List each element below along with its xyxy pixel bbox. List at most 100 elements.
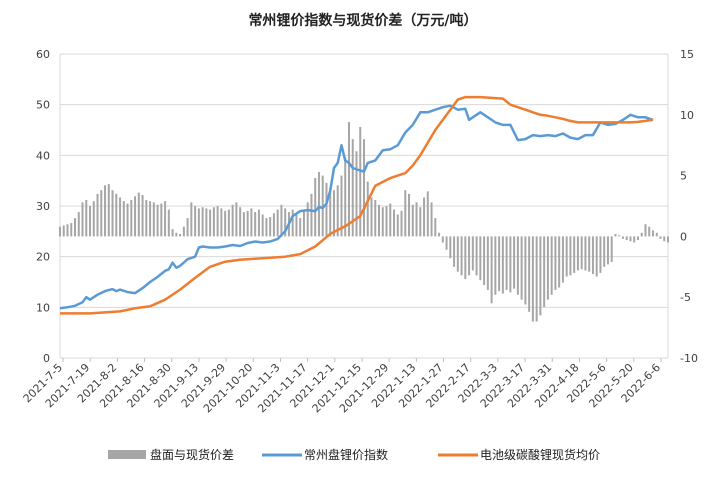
spread-bar bbox=[524, 236, 527, 305]
spread-bar bbox=[351, 139, 354, 237]
y-left-tick-label: 60 bbox=[36, 48, 50, 61]
spread-bar bbox=[329, 187, 332, 237]
spread-bar bbox=[314, 178, 317, 237]
spread-bar bbox=[81, 202, 84, 237]
spread-bar bbox=[393, 209, 396, 237]
spread-bar bbox=[528, 236, 531, 312]
spread-bar bbox=[561, 236, 564, 283]
spread-bar bbox=[640, 232, 643, 237]
y-left-tick-label: 50 bbox=[36, 99, 50, 112]
spread-bar bbox=[205, 208, 208, 237]
spread-bar bbox=[580, 236, 583, 270]
spread-bar bbox=[667, 236, 669, 243]
spread-bar bbox=[291, 209, 294, 237]
spread-bar bbox=[134, 196, 137, 237]
spread-bar bbox=[588, 236, 591, 272]
spread-bar bbox=[535, 236, 538, 322]
spread-bar bbox=[513, 236, 516, 289]
y-right-tick-label: -10 bbox=[680, 352, 698, 365]
spread-bar bbox=[426, 191, 429, 237]
y-right-tick-label: 5 bbox=[680, 170, 687, 183]
bar-layer bbox=[59, 122, 669, 322]
spread-bar bbox=[194, 206, 197, 237]
y-right-tick-label: 15 bbox=[680, 48, 694, 61]
spread-bar bbox=[445, 236, 448, 250]
spread-bar bbox=[66, 224, 69, 237]
y-left-tick-label: 30 bbox=[36, 200, 50, 213]
spread-bar bbox=[92, 201, 95, 237]
y-left-tick-label: 40 bbox=[36, 149, 50, 162]
spread-bar bbox=[648, 226, 651, 237]
spread-bar bbox=[96, 193, 99, 237]
legend-label: 常州盘锂价指数 bbox=[304, 447, 388, 462]
spread-bar bbox=[261, 214, 264, 237]
spread-bar bbox=[366, 181, 369, 237]
spread-bar bbox=[374, 199, 377, 237]
spread-bar bbox=[603, 236, 606, 267]
spread-bar bbox=[595, 236, 598, 277]
spread-bar bbox=[164, 201, 167, 237]
spread-bar bbox=[378, 204, 381, 237]
spread-bar bbox=[554, 236, 557, 290]
legend-label: 盘面与现货价差 bbox=[150, 447, 234, 462]
spread-bar bbox=[471, 236, 474, 271]
y-left-tick-label: 20 bbox=[36, 251, 50, 264]
spread-bar bbox=[636, 236, 639, 241]
spread-bar bbox=[167, 209, 170, 237]
spread-bar bbox=[310, 193, 313, 237]
spread-bar bbox=[569, 236, 572, 276]
spread-bar bbox=[119, 197, 122, 237]
spread-bar bbox=[441, 236, 444, 243]
spread-bar bbox=[149, 201, 152, 237]
spread-bar bbox=[269, 216, 272, 237]
spread-bar bbox=[239, 207, 242, 237]
spread-bar bbox=[104, 185, 107, 237]
spread-bar bbox=[344, 157, 347, 237]
spread-bar bbox=[389, 203, 392, 237]
spread-bar bbox=[468, 236, 471, 276]
spread-bar bbox=[355, 151, 358, 237]
spread-bar bbox=[254, 212, 257, 237]
spread-bar bbox=[449, 236, 452, 259]
series-line bbox=[60, 95, 654, 315]
spread-bar bbox=[629, 236, 632, 242]
spread-bar bbox=[126, 203, 129, 237]
spread-bar bbox=[246, 210, 249, 237]
spread-bar bbox=[227, 209, 230, 237]
spread-bar bbox=[363, 139, 365, 237]
spread-bar bbox=[160, 203, 163, 237]
y-right-tick-label: 0 bbox=[680, 230, 687, 243]
spread-bar bbox=[644, 224, 647, 237]
legend-swatch-bar bbox=[108, 450, 146, 459]
y-left-tick-label: 0 bbox=[43, 352, 50, 365]
spread-bar bbox=[152, 202, 155, 237]
spread-bar bbox=[265, 218, 268, 237]
spread-bar bbox=[509, 236, 512, 293]
spread-bar bbox=[359, 126, 362, 237]
spread-bar bbox=[317, 171, 320, 237]
spread-bar bbox=[284, 208, 287, 237]
spread-bar bbox=[501, 236, 504, 294]
spread-bar bbox=[655, 232, 658, 237]
spread-bar bbox=[59, 226, 61, 237]
spread-bar bbox=[242, 212, 245, 237]
spread-bar bbox=[231, 204, 234, 237]
y-left-tick-label: 10 bbox=[36, 301, 50, 314]
spread-bar bbox=[250, 208, 253, 237]
spread-bar bbox=[396, 214, 399, 237]
chart-title: 常州锂价指数与现货价差（万元/吨） bbox=[248, 12, 477, 29]
y-right-tick-label: 10 bbox=[680, 109, 694, 122]
spread-bar bbox=[201, 207, 204, 237]
spread-bar bbox=[306, 202, 309, 237]
spread-bar bbox=[100, 190, 103, 237]
spread-bar bbox=[340, 175, 343, 237]
spread-bar bbox=[336, 185, 339, 237]
spread-bar bbox=[171, 229, 174, 237]
spread-bar bbox=[479, 236, 482, 281]
spread-bar bbox=[520, 236, 523, 300]
spread-bar bbox=[145, 199, 148, 237]
legend: 盘面与现货价差 常州盘锂价指数 电池级碳酸锂现货均价 bbox=[108, 447, 600, 462]
spread-bar bbox=[257, 209, 260, 237]
line-layer bbox=[59, 95, 654, 315]
